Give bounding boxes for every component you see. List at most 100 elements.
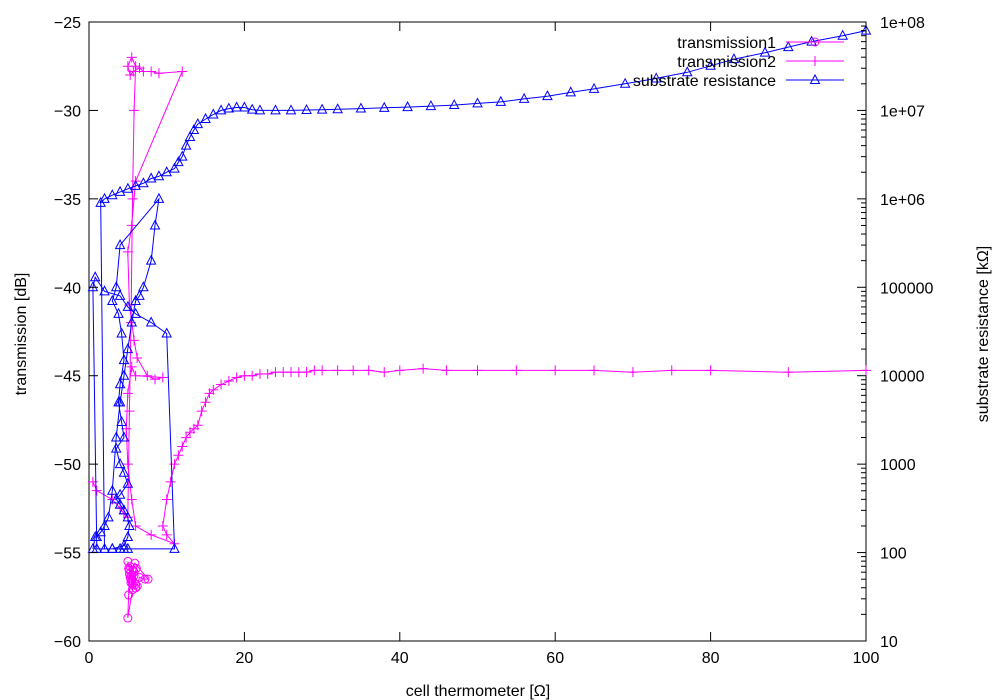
y-tick-label: −40	[54, 280, 81, 297]
data-point	[161, 529, 172, 540]
data-point	[114, 458, 126, 469]
legend-marker-sample	[810, 37, 820, 47]
data-point	[196, 406, 207, 417]
x-axis: 0 20 40 60 80 100	[85, 22, 879, 667]
plot-border	[88, 21, 867, 642]
data-point	[87, 281, 99, 292]
data-point	[126, 316, 138, 327]
data-point	[118, 369, 130, 380]
x-tick-label: 80	[702, 650, 720, 667]
data-point	[332, 365, 343, 376]
data-point	[254, 104, 266, 115]
data-point	[113, 396, 124, 407]
data-point	[110, 281, 122, 292]
data-point	[379, 367, 390, 378]
data-point	[114, 185, 126, 196]
data-point	[127, 193, 138, 204]
data-point	[262, 368, 273, 379]
y2-tick-label: 1e+07	[880, 103, 925, 120]
data-point	[301, 367, 312, 378]
data-point	[126, 578, 136, 588]
data-point	[131, 579, 141, 589]
data-point	[124, 406, 135, 417]
data-point	[95, 526, 106, 537]
series-transmission1	[123, 556, 153, 623]
data-point	[184, 130, 196, 142]
legend-label-substrate-resistance: substrate resistance	[633, 73, 776, 90]
data-point	[114, 542, 126, 553]
data-point	[126, 361, 137, 372]
legend-marker-sample	[810, 56, 820, 66]
data-point	[125, 572, 135, 582]
data-point	[123, 556, 133, 566]
data-point	[495, 95, 507, 106]
data-point	[130, 179, 141, 190]
y2-tick-label: 100	[880, 546, 907, 563]
data-point	[518, 92, 530, 103]
data-point	[114, 378, 126, 389]
data-point	[106, 294, 118, 305]
series-transmission2	[87, 52, 871, 549]
data-point	[114, 239, 126, 250]
data-point	[91, 485, 102, 496]
data-point	[153, 192, 165, 203]
data-point	[145, 316, 157, 327]
series-line	[92, 30, 867, 550]
data-point	[860, 24, 872, 35]
data-point	[472, 97, 483, 108]
data-point	[126, 494, 137, 505]
y2-axis-title: substrate resistance [kΩ]	[975, 246, 992, 422]
legend-label-transmission1: transmission1	[677, 35, 776, 52]
data-point	[231, 372, 242, 383]
data-point	[223, 376, 234, 387]
data-point	[169, 162, 180, 173]
data-point	[181, 432, 192, 443]
data-point	[134, 289, 145, 300]
data-point	[806, 35, 817, 46]
data-point	[122, 182, 134, 193]
data-point	[99, 192, 110, 203]
y2-tick-label: 1e+06	[880, 192, 925, 209]
data-point	[173, 450, 184, 461]
data-point	[99, 542, 110, 553]
data-point	[110, 442, 122, 453]
data-point	[132, 353, 143, 364]
data-point	[118, 504, 130, 515]
data-point	[157, 372, 168, 383]
data-point	[363, 365, 374, 376]
data-point	[114, 498, 126, 509]
data-point	[650, 72, 662, 83]
data-point	[124, 569, 134, 579]
data-point	[122, 343, 134, 354]
data-point	[153, 170, 165, 181]
data-point	[128, 66, 139, 77]
data-point	[223, 102, 235, 113]
data-point	[588, 82, 600, 93]
y-tick-label: −35	[54, 192, 81, 209]
data-point	[317, 365, 328, 376]
data-point	[116, 415, 127, 426]
data-point	[106, 484, 118, 495]
data-point	[246, 103, 258, 114]
data-point	[316, 103, 328, 114]
data-point	[565, 86, 577, 97]
data-point	[113, 307, 124, 318]
y-tick-label: −45	[54, 369, 81, 386]
data-point	[118, 539, 130, 550]
data-point	[782, 41, 794, 52]
data-point	[126, 52, 137, 63]
data-point	[472, 365, 483, 376]
data-point	[122, 530, 134, 541]
data-point	[122, 61, 133, 72]
data-point	[138, 177, 149, 188]
data-point	[188, 123, 200, 135]
data-point	[110, 493, 122, 504]
data-point	[192, 420, 203, 431]
data-point	[542, 90, 553, 101]
data-point	[207, 108, 219, 119]
data-point	[130, 558, 140, 568]
data-point	[511, 365, 522, 376]
data-point	[837, 29, 849, 40]
x-tick-label: 60	[546, 650, 564, 667]
